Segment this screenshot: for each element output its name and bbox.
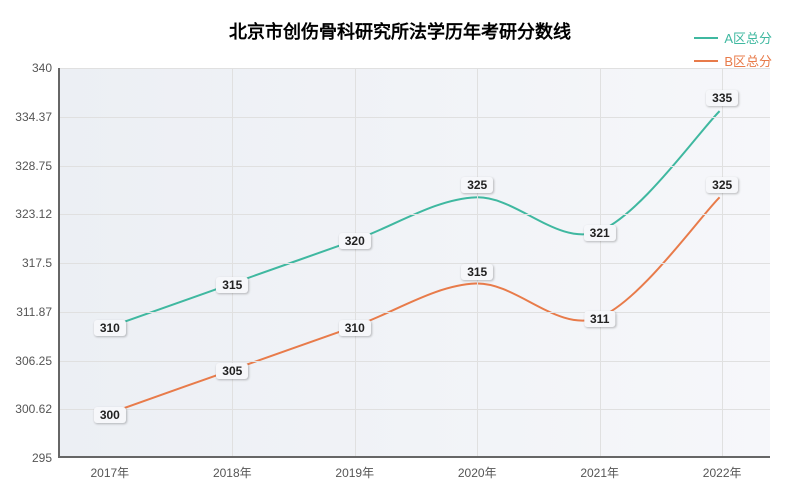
y-tick-label: 295 bbox=[32, 451, 60, 465]
y-gridline bbox=[60, 166, 770, 167]
y-tick-label: 300.62 bbox=[15, 402, 60, 416]
series-line bbox=[110, 197, 719, 413]
data-point-label: 311 bbox=[584, 311, 615, 327]
x-tick-label: 2017年 bbox=[90, 456, 129, 481]
x-gridline bbox=[477, 68, 478, 456]
line-svg bbox=[60, 68, 770, 456]
x-gridline bbox=[722, 68, 723, 456]
data-point-label: 305 bbox=[216, 363, 248, 379]
y-gridline bbox=[60, 263, 770, 264]
x-gridline bbox=[232, 68, 233, 456]
y-tick-label: 317.5 bbox=[22, 256, 60, 270]
data-point-label: 315 bbox=[216, 277, 248, 293]
y-tick-label: 311.87 bbox=[16, 305, 60, 319]
y-gridline bbox=[60, 409, 770, 410]
x-tick-label: 2019年 bbox=[335, 456, 374, 481]
chart-title: 北京市创伤骨科研究所法学历年考研分数线 bbox=[229, 18, 571, 44]
y-tick-label: 334.37 bbox=[15, 110, 60, 124]
y-tick-label: 340 bbox=[32, 61, 60, 75]
chart-container: 北京市创伤骨科研究所法学历年考研分数线 A区总分B区总分 295300.6230… bbox=[0, 0, 800, 500]
data-point-label: 310 bbox=[339, 320, 371, 336]
y-gridline bbox=[60, 312, 770, 313]
x-gridline bbox=[355, 68, 356, 456]
y-tick-label: 328.75 bbox=[15, 159, 60, 173]
x-gridline bbox=[600, 68, 601, 456]
x-tick-label: 2018年 bbox=[213, 456, 252, 481]
plot-area: 295300.62306.25311.87317.5323.12328.7533… bbox=[58, 68, 770, 458]
data-point-label: 320 bbox=[339, 233, 371, 249]
legend-swatch bbox=[694, 37, 718, 39]
y-tick-label: 306.25 bbox=[15, 354, 60, 368]
x-tick-label: 2020年 bbox=[458, 456, 497, 481]
data-point-label: 325 bbox=[461, 177, 493, 193]
y-gridline bbox=[60, 68, 770, 69]
data-point-label: 325 bbox=[706, 177, 738, 193]
y-gridline bbox=[60, 361, 770, 362]
y-tick-label: 323.12 bbox=[15, 207, 60, 221]
legend-item: A区总分 bbox=[694, 28, 772, 47]
legend-swatch bbox=[694, 60, 718, 62]
series-line bbox=[110, 111, 719, 327]
data-point-label: 315 bbox=[461, 264, 493, 280]
data-point-label: 335 bbox=[706, 90, 738, 106]
data-point-label: 300 bbox=[94, 407, 126, 423]
data-point-label: 321 bbox=[584, 225, 616, 241]
data-point-label: 310 bbox=[94, 320, 126, 336]
y-gridline bbox=[60, 214, 770, 215]
y-gridline bbox=[60, 117, 770, 118]
x-tick-label: 2022年 bbox=[703, 456, 742, 481]
x-tick-label: 2021年 bbox=[580, 456, 619, 481]
legend-label: A区总分 bbox=[724, 28, 772, 47]
